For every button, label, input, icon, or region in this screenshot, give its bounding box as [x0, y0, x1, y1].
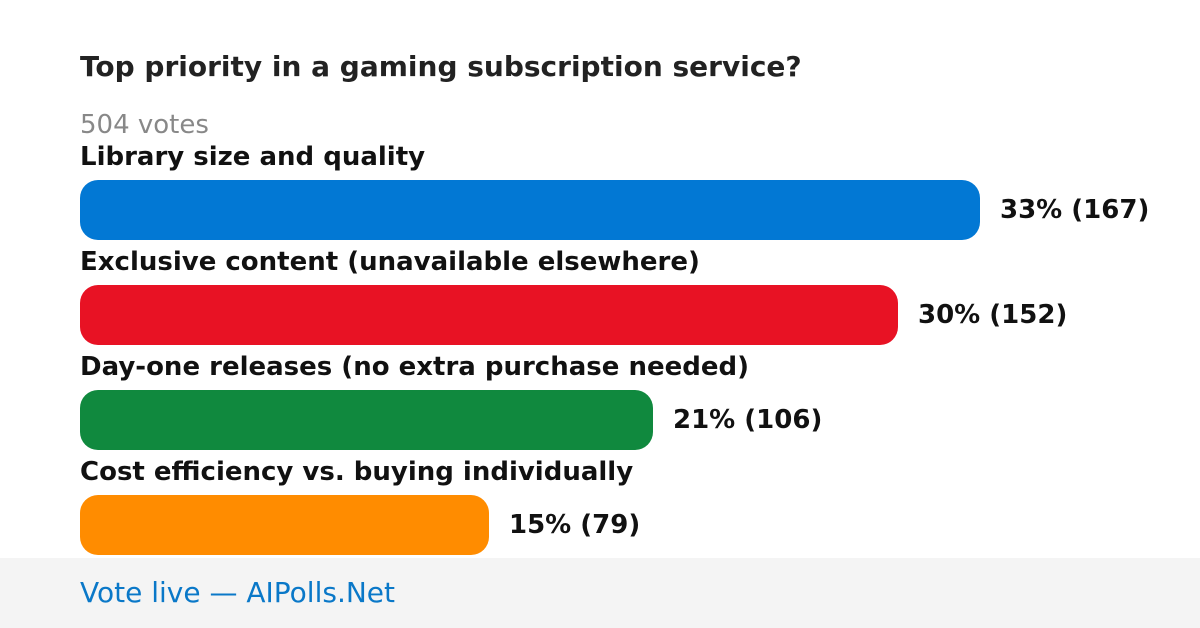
option-bar	[80, 390, 653, 450]
option-value-label: 33% (167)	[1000, 195, 1150, 225]
poll-title: Top priority in a gaming subscription se…	[80, 50, 802, 83]
option-value-label: 15% (79)	[509, 510, 641, 540]
option-bar	[80, 285, 898, 345]
vote-count: 504 votes	[80, 110, 209, 140]
option-label: Day-one releases (no extra purchase need…	[80, 352, 749, 382]
option-bar	[80, 495, 489, 555]
option-label: Exclusive content (unavailable elsewhere…	[80, 247, 700, 277]
option-bar	[80, 180, 980, 240]
footer: Vote live — AIPolls.Net	[0, 558, 1200, 628]
option-value-label: 21% (106)	[673, 405, 823, 435]
option-value-label: 30% (152)	[918, 300, 1068, 330]
option-label: Library size and quality	[80, 142, 426, 172]
vote-live-link[interactable]: Vote live — AIPolls.Net	[80, 576, 395, 609]
option-label: Cost efficiency vs. buying individually	[80, 457, 634, 487]
